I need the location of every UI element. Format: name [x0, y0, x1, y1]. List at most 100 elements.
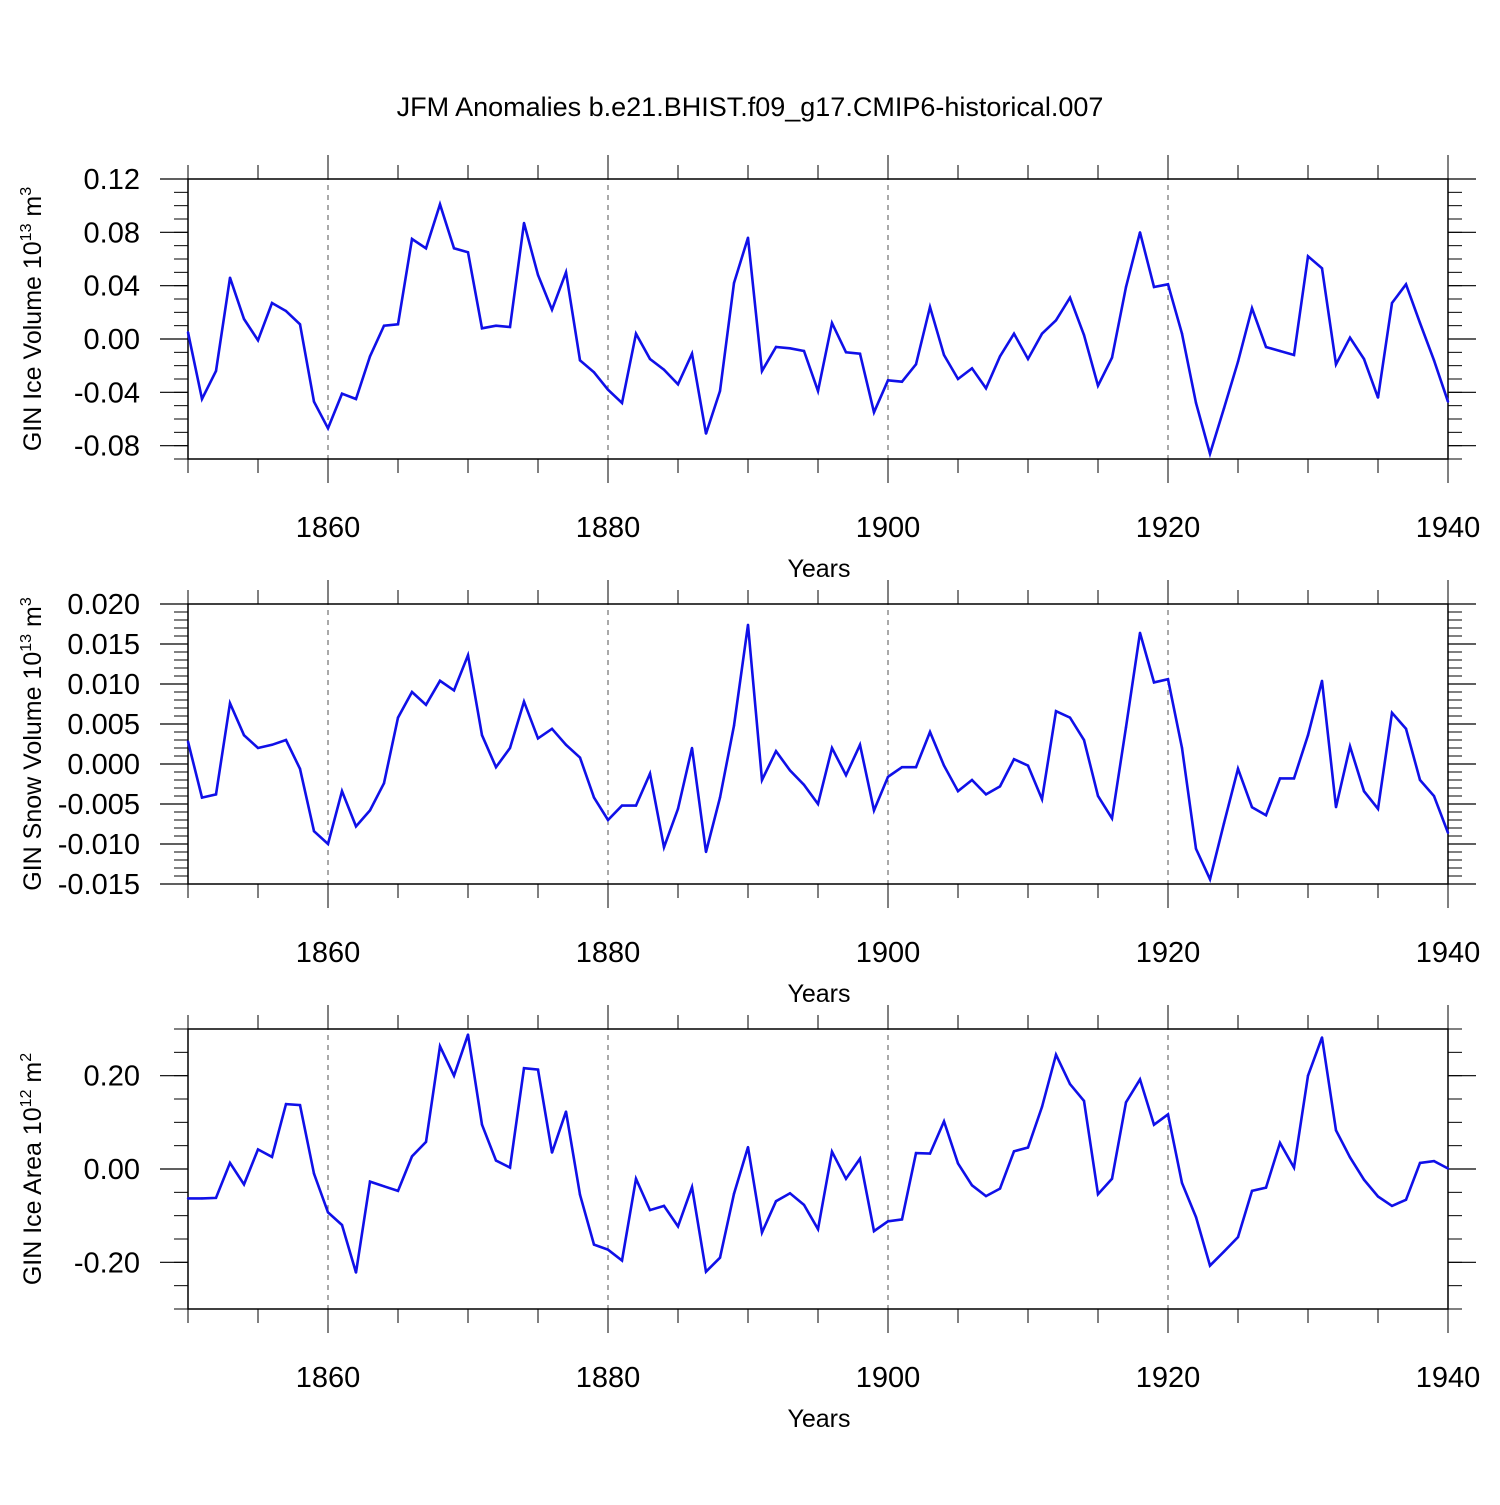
data-point	[1390, 1204, 1394, 1208]
data-point	[690, 352, 694, 355]
data-point	[564, 271, 568, 274]
data-point	[186, 1197, 190, 1200]
data-point	[1418, 1161, 1422, 1165]
data-point	[1320, 267, 1324, 270]
data-point	[242, 317, 246, 321]
data-point	[718, 796, 722, 799]
data-point	[788, 769, 792, 772]
y-tick-label: 0.00	[84, 324, 140, 356]
data-point	[998, 1187, 1002, 1190]
data-point	[1446, 1167, 1450, 1170]
data-point	[1404, 727, 1408, 730]
data-point	[228, 276, 232, 279]
x-tick-label: 1900	[856, 1362, 921, 1394]
data-point	[1124, 726, 1128, 729]
x-tick-label: 1940	[1416, 512, 1481, 544]
data-point	[228, 1161, 232, 1165]
data-point	[522, 221, 526, 225]
data-point	[1250, 1189, 1254, 1193]
data-point	[1110, 1177, 1114, 1181]
data-point	[326, 427, 330, 430]
data-point	[256, 339, 260, 342]
data-point	[1222, 407, 1226, 410]
y-tick-label: 0.005	[67, 709, 140, 741]
data-point	[1362, 357, 1366, 361]
data-point	[620, 804, 624, 807]
data-point	[480, 327, 484, 330]
data-point	[228, 702, 232, 705]
panel-ice-volume: 1860 1880 1900 1920 1940 Years -0.08 -0.04 0.00 0…	[18, 155, 1480, 583]
chart-title: JFM Anomalies b.e21.BHIST.f09_g17.CMIP6-…	[397, 92, 1104, 122]
data-point	[298, 1103, 302, 1107]
data-point	[438, 679, 442, 682]
data-point	[1040, 1105, 1044, 1109]
data-point	[270, 1155, 274, 1159]
data-point	[1138, 231, 1142, 234]
x-tick-label: 1880	[576, 512, 641, 544]
data-point	[1306, 1074, 1310, 1077]
data-point	[1292, 1166, 1296, 1169]
data-point	[1012, 332, 1016, 335]
data-point	[830, 1150, 834, 1153]
data-point	[494, 766, 498, 769]
data-point	[1432, 359, 1436, 362]
data-point	[956, 1162, 960, 1165]
data-point	[424, 1140, 428, 1144]
data-point	[242, 1183, 246, 1186]
data-point	[956, 790, 960, 793]
panel-snow-volume: 1860 1880 1900 1920 1940 Years -0.015 -0.010 -0.…	[18, 580, 1480, 1008]
data-point	[746, 1145, 750, 1149]
data-point	[704, 1270, 708, 1273]
data-point	[1110, 356, 1114, 359]
data-point	[578, 1193, 582, 1196]
data-point	[1236, 767, 1240, 770]
data-point	[928, 1152, 932, 1155]
data-point	[1152, 1123, 1156, 1126]
data-point	[452, 689, 456, 692]
data-point	[1040, 798, 1044, 801]
data-point	[900, 380, 904, 383]
data-point	[928, 730, 932, 734]
data-point	[788, 1192, 792, 1195]
data-point	[1418, 778, 1422, 782]
data-point	[942, 764, 946, 767]
data-point	[1390, 301, 1394, 305]
x-axis-label: Years	[787, 980, 850, 1008]
data-point	[508, 1166, 512, 1169]
data-point	[1180, 1181, 1184, 1185]
data-point	[564, 743, 568, 746]
data-point	[1138, 631, 1142, 634]
y-tick-label: -0.04	[74, 377, 140, 409]
data-point	[1376, 396, 1380, 399]
data-point	[690, 1186, 694, 1189]
y-tick-label: 0.04	[84, 271, 140, 303]
data-point	[942, 1120, 946, 1123]
data-point	[900, 766, 904, 769]
y-axis-label: GIN Ice Volume 1013 m3	[18, 187, 47, 451]
x-tick-label: 1880	[576, 937, 641, 969]
data-point	[186, 331, 190, 334]
data-point	[326, 1211, 330, 1214]
data-point	[1278, 349, 1282, 353]
y-tick-label: -0.010	[58, 829, 140, 861]
data-point	[1278, 777, 1282, 780]
data-point	[1180, 332, 1184, 335]
y-tick-label: -0.015	[58, 869, 140, 901]
data-point	[956, 377, 960, 381]
y-tick-label: -0.005	[58, 789, 140, 821]
data-point	[200, 1197, 204, 1200]
data-point	[886, 775, 890, 778]
data-point	[536, 1068, 540, 1071]
data-point	[1404, 283, 1408, 286]
x-axis-label: Years	[787, 555, 850, 583]
x-axis-label: Years	[787, 1405, 850, 1433]
data-point	[270, 743, 274, 746]
data-point	[396, 323, 400, 326]
y-tick-label: -0.08	[74, 431, 140, 463]
data-point	[1208, 1264, 1212, 1267]
data-point	[592, 371, 596, 374]
data-point	[242, 734, 246, 737]
data-point	[1152, 285, 1156, 289]
y-tick-label: 0.000	[67, 749, 140, 781]
